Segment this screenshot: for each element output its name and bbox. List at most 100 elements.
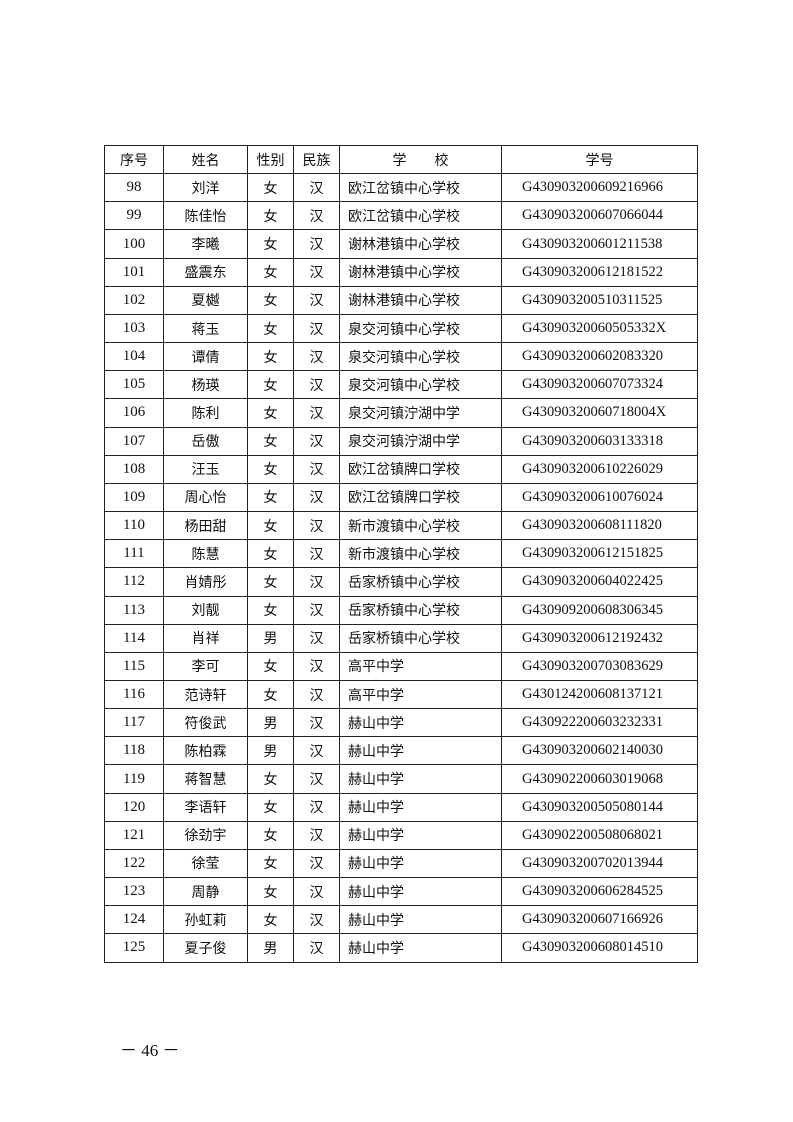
ethnicity: 汉	[293, 708, 340, 738]
school: 赫山中学	[339, 877, 502, 907]
gender: 女	[247, 764, 294, 794]
ethnicity: 汉	[293, 623, 340, 653]
row-index: 118	[104, 736, 164, 766]
table-row: 98 刘洋女汉欧江岔镇中心学校 G430903200609216966	[104, 173, 698, 203]
ethnicity: 汉	[293, 482, 340, 513]
row-index: 123	[104, 877, 164, 907]
student-id: G430903200608111820	[501, 511, 698, 541]
table-row: 112 肖婧彤女汉岳家桥镇中心学校 G430903200604022425	[104, 567, 698, 597]
gender: 男	[247, 933, 294, 963]
gender: 女	[247, 651, 294, 681]
row-index: 110	[104, 511, 164, 541]
student-name: 李语轩	[163, 792, 248, 822]
student-name: 范诗轩	[163, 679, 248, 710]
school: 赫山中学	[339, 708, 502, 738]
student-name: 周静	[163, 877, 248, 907]
ethnicity: 汉	[293, 398, 340, 428]
school: 欧江岔镇中心学校	[339, 173, 502, 203]
gender: 男	[247, 736, 294, 766]
ethnicity: 汉	[293, 257, 340, 287]
table-row: 107 岳傲女汉泉交河镇泞湖中学 G430903200603133318	[104, 426, 698, 456]
row-index: 117	[104, 708, 164, 738]
header-student-id: 学号	[501, 144, 698, 175]
row-index: 119	[104, 764, 164, 794]
student-id: G430903200607066044	[501, 201, 698, 231]
ethnicity: 汉	[293, 764, 340, 794]
student-id: G430902200508068021	[501, 820, 698, 850]
student-name: 夏樾	[163, 285, 248, 315]
row-index: 101	[104, 257, 164, 287]
gender: 男	[247, 708, 294, 738]
student-id: G430903200603133318	[501, 426, 698, 456]
gender: 女	[247, 398, 294, 428]
student-id: G430909200608306345	[501, 595, 698, 625]
row-index: 111	[104, 539, 164, 569]
school: 泉交河镇泞湖中学	[339, 398, 502, 428]
student-id: G430124200608137121	[501, 679, 698, 710]
ethnicity: 汉	[293, 285, 340, 315]
student-name: 谭倩	[163, 342, 248, 372]
row-index: 124	[104, 905, 164, 935]
row-index: 107	[104, 426, 164, 456]
school: 赫山中学	[339, 820, 502, 850]
table-row: 100 李曦女汉谢林港镇中心学校 G430903200601211538	[104, 229, 698, 259]
table-row: 101 盛震东女汉谢林港镇中心学校 G430903200612181522	[104, 257, 698, 287]
gender: 男	[247, 623, 294, 653]
ethnicity: 汉	[293, 426, 340, 456]
student-name: 徐劲宇	[163, 820, 248, 850]
table-row: 110 杨田甜女汉新市渡镇中心学校 G430903200608111820	[104, 511, 698, 541]
gender: 女	[247, 848, 294, 879]
school: 高平中学	[339, 651, 502, 681]
school: 欧江岔镇牌口学校	[339, 482, 502, 513]
student-id: G430903200601211538	[501, 229, 698, 259]
gender: 女	[247, 285, 294, 315]
student-name: 肖婧彤	[163, 567, 248, 597]
school: 泉交河镇中心学校	[339, 313, 502, 344]
gender: 女	[247, 511, 294, 541]
student-name: 李曦	[163, 229, 248, 259]
student-id: G430903200702013944	[501, 848, 698, 879]
student-id: G430903200612192432	[501, 623, 698, 653]
school: 欧江岔镇中心学校	[339, 201, 502, 231]
table-row: 125 夏子俊男汉赫山中学 G430903200608014510	[104, 933, 698, 963]
school: 赫山中学	[339, 736, 502, 766]
ethnicity: 汉	[293, 454, 340, 484]
school: 谢林港镇中心学校	[339, 285, 502, 315]
student-id: G43090320060505332X	[501, 313, 698, 344]
gender: 女	[247, 229, 294, 259]
student-name: 周心怡	[163, 482, 248, 513]
header-gender: 性别	[247, 144, 294, 175]
page-number: － 46 －	[120, 1041, 180, 1060]
student-name: 陈柏霖	[163, 736, 248, 766]
row-index: 98	[104, 173, 164, 203]
student-id: G430903200606284525	[501, 877, 698, 907]
school: 赫山中学	[339, 764, 502, 794]
row-index: 115	[104, 651, 164, 681]
row-index: 114	[104, 623, 164, 653]
school: 赫山中学	[339, 848, 502, 879]
student-id: G43090320060718004X	[501, 398, 698, 428]
student-name: 刘靓	[163, 595, 248, 625]
student-name: 刘洋	[163, 173, 248, 203]
student-id: G430903200604022425	[501, 567, 698, 597]
table-row: 105 杨瑛女汉泉交河镇中心学校 G430903200607073324	[104, 370, 698, 400]
table-row: 114 肖祥男汉岳家桥镇中心学校 G430903200612192432	[104, 623, 698, 653]
student-id: G430903200703083629	[501, 651, 698, 681]
student-id: G430903200610226029	[501, 454, 698, 484]
header-ethnicity: 民族	[293, 144, 340, 175]
school: 泉交河镇中心学校	[339, 342, 502, 372]
table-row: 124 孙虹莉女汉赫山中学 G430903200607166926	[104, 905, 698, 935]
student-name: 徐莹	[163, 848, 248, 879]
row-index: 105	[104, 370, 164, 400]
table-row: 121 徐劲宇女汉赫山中学 G430902200508068021	[104, 820, 698, 850]
table-row: 122 徐莹女汉赫山中学 G430903200702013944	[104, 848, 698, 879]
ethnicity: 汉	[293, 905, 340, 935]
gender: 女	[247, 426, 294, 456]
gender: 女	[247, 257, 294, 287]
gender: 女	[247, 539, 294, 569]
ethnicity: 汉	[293, 595, 340, 625]
gender: 女	[247, 313, 294, 344]
row-index: 102	[104, 285, 164, 315]
gender: 女	[247, 877, 294, 907]
school: 新市渡镇中心学校	[339, 511, 502, 541]
